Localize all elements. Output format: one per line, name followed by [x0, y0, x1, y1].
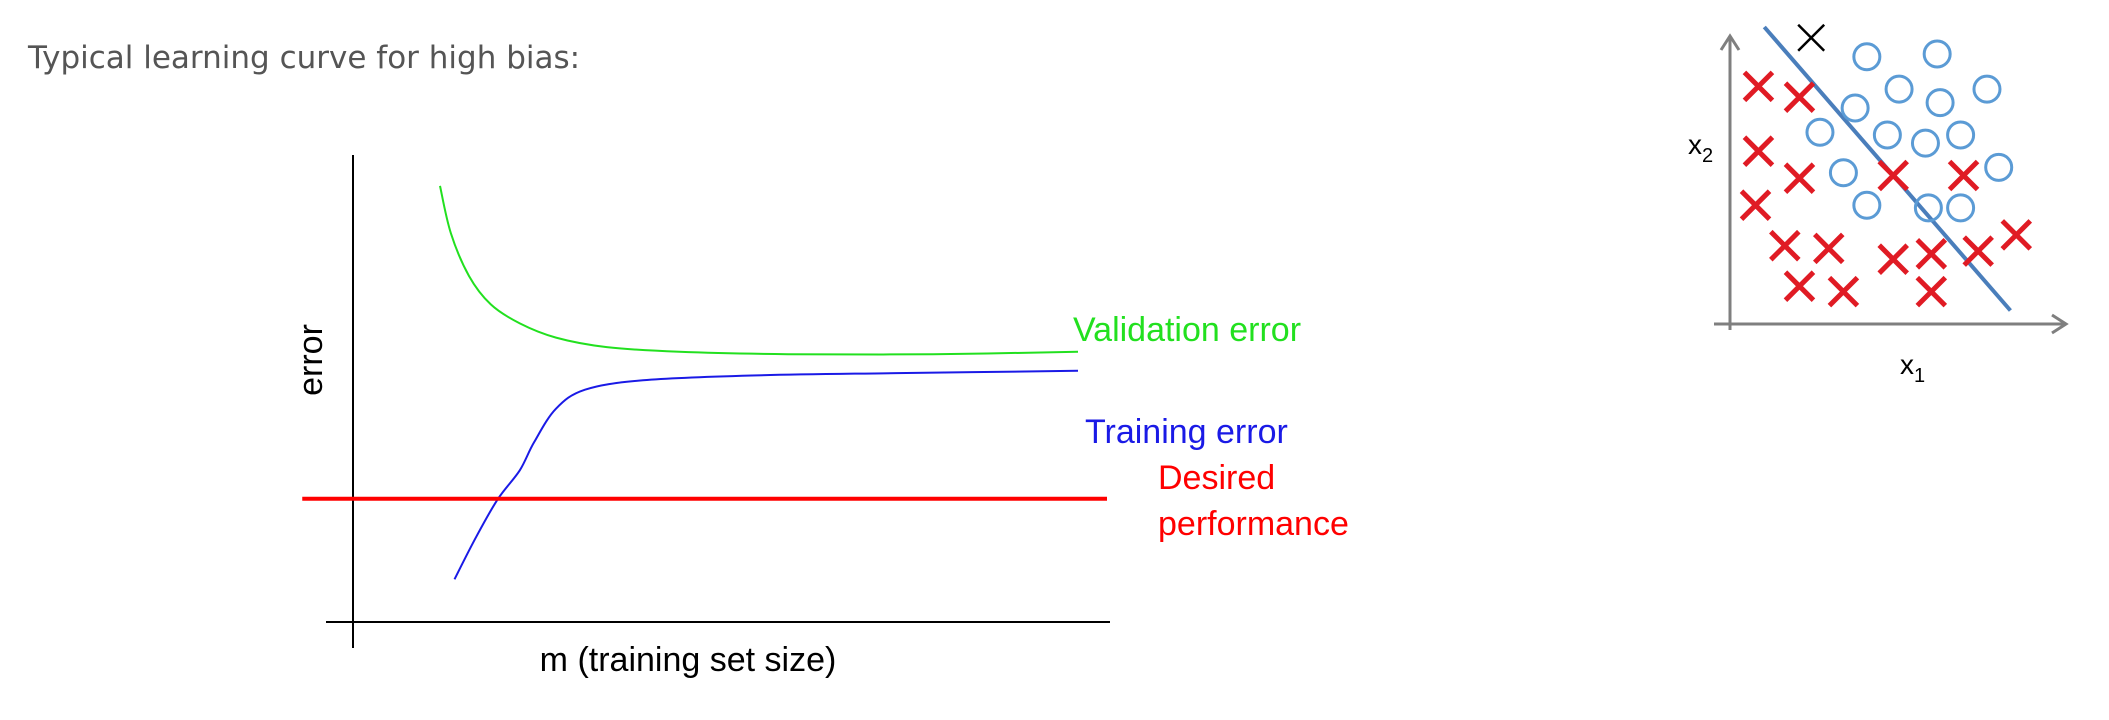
y-axis-label: error [292, 324, 330, 396]
positive-marker [1884, 74, 1914, 104]
positive-marker [1946, 193, 1976, 223]
positive-marker [1972, 74, 2002, 104]
negative-marker [1769, 229, 1801, 262]
negative-marker [1742, 135, 1775, 167]
cross-marker-black [1797, 23, 1826, 52]
validation-error-label: Validation error [1073, 311, 1301, 349]
negative-marker [1947, 159, 1980, 192]
positive-marker [1913, 193, 1943, 223]
page-heading: Typical learning curve for high bias: [28, 40, 581, 76]
negative-marker [1915, 238, 1948, 270]
desired-performance-label-line2: performance [1158, 505, 1349, 543]
positive-marker [1852, 190, 1882, 220]
negative-marker [1739, 189, 1772, 221]
positive-marker [1925, 88, 1955, 118]
positive-marker [1910, 128, 1940, 158]
positive-marker [1840, 93, 1870, 123]
desired-performance-label-line1: Desired [1158, 459, 1275, 497]
scatter-x-axis-arrowhead [2051, 313, 2069, 335]
positive-marker [1852, 42, 1882, 72]
negative-marker [1915, 275, 1948, 308]
negative-marker [1783, 270, 1816, 302]
negative-marker [1783, 162, 1816, 194]
positive-marker [1946, 120, 1976, 150]
negative-marker [1783, 81, 1816, 113]
positive-marker [1922, 39, 1952, 69]
validation-error-line [439, 185, 1079, 356]
decision-boundary-scatter: x2 x1 [1688, 23, 2069, 387]
training-error-line [453, 369, 1079, 580]
scatter-y-axis-arrowhead [1719, 33, 1741, 51]
scatter-x-label: x1 [1900, 349, 1925, 387]
negative-marker [2000, 219, 2033, 251]
learning-curve-chart: error m (training set size) Validation e… [292, 155, 1349, 679]
positive-marker [1805, 117, 1835, 147]
x-axis-label: m (training set size) [540, 641, 837, 679]
negative-marker [1812, 232, 1845, 265]
positive-marker [1828, 158, 1858, 188]
negative-marker [1962, 235, 1994, 267]
positive-marker [1984, 152, 2014, 182]
scatter-y-label: x2 [1688, 129, 1713, 167]
negative-marker [1877, 243, 1909, 275]
training-error-label: Training error [1085, 413, 1288, 451]
positive-marker [1872, 120, 1902, 150]
negative-marker [1827, 275, 1860, 308]
negative-marker [1742, 70, 1775, 103]
negative-marker [1877, 159, 1909, 192]
